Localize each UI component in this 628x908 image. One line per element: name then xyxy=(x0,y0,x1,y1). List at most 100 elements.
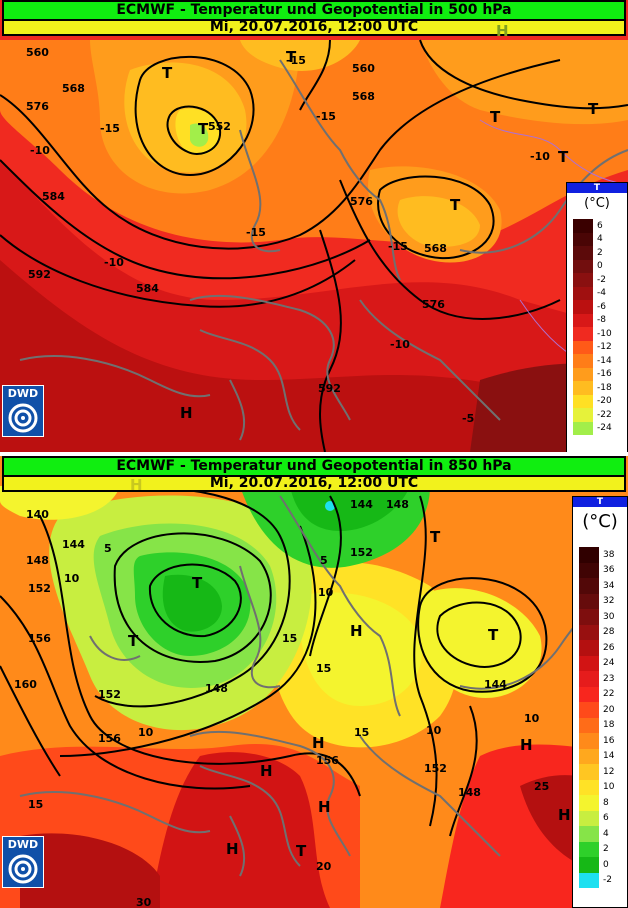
legend-entry: -24 xyxy=(573,421,612,435)
temperature-field-500hpa xyxy=(0,0,628,452)
contour-label: 560 xyxy=(352,62,375,75)
legend-swatch xyxy=(573,340,593,354)
legend-label: 22 xyxy=(603,689,615,700)
legend-label: 12 xyxy=(603,766,615,777)
legend-swatch xyxy=(573,300,593,314)
temperature-label: 10 xyxy=(318,586,334,599)
dwd-swirl-icon xyxy=(8,403,38,433)
low-pressure-marker: T xyxy=(192,574,203,592)
contour-label: 144 xyxy=(350,498,373,511)
low-pressure-marker: T xyxy=(490,108,501,126)
temperature-label: -15 xyxy=(388,240,408,253)
contour-label: 152 xyxy=(98,688,121,701)
temperature-label: 15 xyxy=(282,632,298,645)
temperature-label: -15 xyxy=(286,54,306,67)
legend-swatch xyxy=(579,593,599,609)
high-pressure-marker: H xyxy=(496,22,509,40)
legend-label: 6 xyxy=(603,813,609,824)
map-title: ECMWF - Temperatur und Geopotential in 8… xyxy=(4,458,624,477)
legend-entry: -18 xyxy=(573,381,612,395)
temperature-label: 10 xyxy=(426,724,442,737)
temperature-label: 15 xyxy=(316,662,332,675)
high-pressure-marker: H xyxy=(350,622,363,640)
title-box-850hpa: ECMWF - Temperatur und Geopotential in 8… xyxy=(2,456,626,492)
legend-label: -2 xyxy=(597,274,606,285)
legend-unit: (°C) xyxy=(584,196,610,211)
legend-label: 34 xyxy=(603,580,615,591)
contour-label: 560 xyxy=(26,46,49,59)
legend-swatch xyxy=(573,354,593,368)
legend-swatch xyxy=(573,286,593,300)
legend-swatch xyxy=(579,655,599,671)
legend-header: T xyxy=(573,497,627,507)
legend-label: -4 xyxy=(597,288,606,299)
legend-swatch xyxy=(579,764,599,780)
legend-label: 28 xyxy=(603,627,615,638)
legend-entry: -6 xyxy=(573,300,606,314)
legend-label: -16 xyxy=(597,369,612,380)
legend-label: -20 xyxy=(597,396,612,407)
legend-label: -10 xyxy=(597,328,612,339)
contour-label: 156 xyxy=(28,632,51,645)
temperature-label: 30 xyxy=(136,896,152,908)
legend-entry: 24 xyxy=(579,655,615,671)
legend-entry: 0 xyxy=(579,857,609,873)
legend-swatch xyxy=(579,547,599,563)
contour-label: 144 xyxy=(484,678,507,691)
contour-label: 160 xyxy=(14,678,37,691)
temperature-legend-500hpa: T (°C) 6 4 2 0 -2 -4 -6 -8 -10 -12 -14 -16 -18 -20 -22… xyxy=(566,182,628,452)
map-panel-500hpa: ECMWF - Temperatur und Geopotential in 5… xyxy=(0,0,628,452)
legend-entry: 10 xyxy=(579,779,614,795)
contour-label: 152 xyxy=(350,546,373,559)
contour-label: 140 xyxy=(26,508,49,521)
legend-label: 18 xyxy=(603,720,615,731)
legend-swatch xyxy=(579,671,599,687)
legend-entry: -12 xyxy=(573,340,612,354)
dwd-swirl-icon xyxy=(8,854,38,884)
legend-swatch xyxy=(579,826,599,842)
map-title: ECMWF - Temperatur und Geopotential in 5… xyxy=(4,2,624,21)
legend-label: 24 xyxy=(603,658,615,669)
legend-label: -14 xyxy=(597,355,612,366)
legend-entry: 6 xyxy=(573,219,603,233)
legend-swatch xyxy=(579,686,599,702)
contour-label: 552 xyxy=(208,120,231,133)
legend-swatch xyxy=(579,578,599,594)
map-panel-850hpa: ECMWF - Temperatur und Geopotential in 8… xyxy=(0,456,628,908)
legend-label: 32 xyxy=(603,596,615,607)
temperature-label: -15 xyxy=(316,110,336,123)
legend-swatch xyxy=(573,381,593,395)
legend-swatch xyxy=(579,624,599,640)
legend-swatch xyxy=(579,810,599,826)
low-pressure-marker: T xyxy=(430,528,441,546)
legend-unit: (°C) xyxy=(582,511,618,532)
contour-label: 584 xyxy=(42,190,65,203)
legend-entry: 8 xyxy=(579,795,609,811)
low-pressure-marker: T xyxy=(162,64,173,82)
contour-label: 148 xyxy=(458,786,481,799)
contour-label: 152 xyxy=(28,582,51,595)
temperature-label: 20 xyxy=(316,860,332,873)
legend-label: 2 xyxy=(597,247,603,258)
legend-entry: 23 xyxy=(579,671,614,687)
legend-swatch xyxy=(573,408,593,422)
temperature-label: 15 xyxy=(28,798,44,811)
high-pressure-marker: H xyxy=(180,404,193,422)
legend-entry: 2 xyxy=(579,841,609,857)
legend-entry: 0 xyxy=(573,259,603,273)
legend-entry: 6 xyxy=(579,810,609,826)
legend-label: 4 xyxy=(603,828,609,839)
temperature-label: 10 xyxy=(64,572,80,585)
legend-entry: 32 xyxy=(579,593,615,609)
high-pressure-marker: H xyxy=(318,798,331,816)
legend-swatch xyxy=(579,562,599,578)
legend-swatch xyxy=(579,841,599,857)
legend-swatch xyxy=(579,872,599,888)
legend-swatch xyxy=(579,640,599,656)
legend-entry: -22 xyxy=(573,408,612,422)
legend-label: -18 xyxy=(597,382,612,393)
high-pressure-marker: H xyxy=(520,736,533,754)
legend-swatch xyxy=(573,313,593,327)
legend-entry: 30 xyxy=(579,609,614,625)
legend-entry: -2 xyxy=(573,273,606,287)
